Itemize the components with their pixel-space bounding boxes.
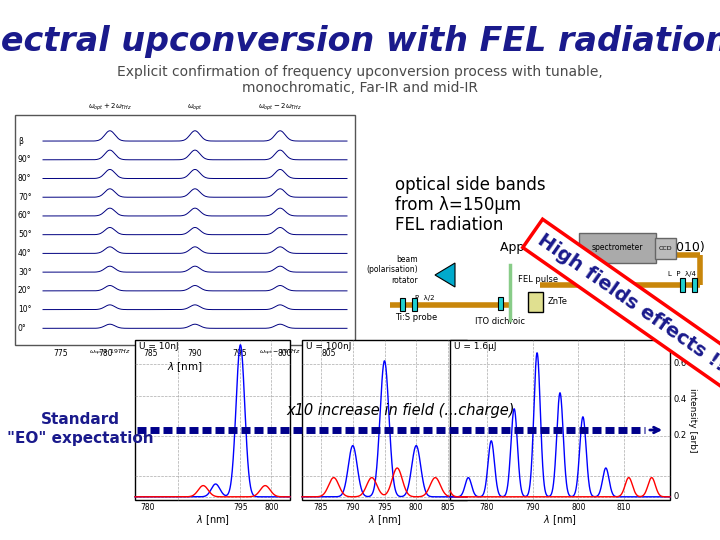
Text: 80°: 80°: [18, 174, 32, 183]
Text: U = 1.6μJ: U = 1.6μJ: [454, 342, 497, 351]
Text: optical side bands: optical side bands: [395, 176, 546, 194]
Text: $\lambda$ [nm]: $\lambda$ [nm]: [167, 360, 203, 374]
Text: 60°: 60°: [18, 212, 32, 220]
Text: spectrometer: spectrometer: [591, 244, 643, 253]
Text: 0.2: 0.2: [673, 431, 686, 441]
Text: 800: 800: [264, 503, 279, 512]
Text: U = 10nJ: U = 10nJ: [139, 342, 179, 351]
Text: 795: 795: [233, 503, 248, 512]
Text: 231114 (2010): 231114 (2010): [608, 241, 705, 254]
Text: $\omega_{opt}+2\omega_{THz}$: $\omega_{opt}+2\omega_{THz}$: [88, 102, 132, 113]
Polygon shape: [435, 263, 455, 287]
Text: 795: 795: [233, 349, 247, 358]
Text: Spectral upconversion with FEL radiation...: Spectral upconversion with FEL radiation…: [0, 25, 720, 58]
Text: from λ=150μm: from λ=150μm: [395, 196, 521, 214]
Text: 30°: 30°: [18, 268, 32, 276]
FancyBboxPatch shape: [302, 340, 467, 500]
Text: FEL radiation: FEL radiation: [395, 216, 503, 234]
Text: 20°: 20°: [18, 286, 32, 295]
Text: $\omega_{opt}$: $\omega_{opt}$: [187, 103, 203, 113]
Text: FEL pulse: FEL pulse: [518, 275, 558, 285]
Text: 785: 785: [143, 349, 158, 358]
Text: Explicit confirmation of frequency upconversion process with tunable,: Explicit confirmation of frequency upcon…: [117, 65, 603, 79]
Text: intensity [arb]: intensity [arb]: [688, 388, 696, 453]
Text: β: β: [18, 137, 23, 146]
Text: 780: 780: [480, 503, 494, 512]
Text: CCD: CCD: [658, 246, 672, 251]
Text: High fields effects !!!: High fields effects !!!: [534, 230, 720, 380]
FancyBboxPatch shape: [498, 297, 503, 310]
Text: 810: 810: [617, 503, 631, 512]
Text: 0°: 0°: [18, 324, 27, 333]
Text: $\lambda$ [nm]: $\lambda$ [nm]: [543, 513, 577, 527]
FancyBboxPatch shape: [579, 233, 656, 263]
Text: U = 100nJ: U = 100nJ: [306, 342, 351, 351]
Text: P  λ/2: P λ/2: [415, 295, 434, 301]
Text: $\lambda$ [nm]: $\lambda$ [nm]: [196, 513, 230, 527]
Text: monochromatic, Far-IR and mid-IR: monochromatic, Far-IR and mid-IR: [242, 81, 478, 95]
FancyBboxPatch shape: [450, 340, 670, 500]
Text: 0: 0: [673, 492, 678, 501]
Text: 10°: 10°: [18, 305, 32, 314]
Text: 780: 780: [140, 503, 155, 512]
Text: beam
(polarisation)
rotator: beam (polarisation) rotator: [366, 255, 418, 285]
Text: 775: 775: [53, 349, 68, 358]
Text: Appl. Phys. Lett.: Appl. Phys. Lett.: [500, 241, 606, 254]
Text: Standard: Standard: [40, 413, 120, 428]
FancyBboxPatch shape: [400, 298, 405, 311]
Text: L  P  λ/4: L P λ/4: [668, 271, 696, 277]
Text: 790: 790: [346, 503, 360, 512]
Text: 790: 790: [525, 503, 540, 512]
FancyBboxPatch shape: [692, 278, 697, 292]
Text: 795: 795: [377, 503, 392, 512]
Text: 785: 785: [314, 503, 328, 512]
Text: 800: 800: [277, 349, 292, 358]
Text: "EO" expectation: "EO" expectation: [6, 430, 153, 445]
Text: 70°: 70°: [18, 193, 32, 202]
Text: 805: 805: [322, 349, 336, 358]
Text: 800: 800: [571, 503, 585, 512]
Text: 40°: 40°: [18, 249, 32, 258]
Text: 805: 805: [441, 503, 455, 512]
Text: ZnTe: ZnTe: [548, 298, 568, 307]
FancyBboxPatch shape: [412, 298, 417, 311]
Text: 0.6: 0.6: [673, 360, 686, 368]
Text: 90°: 90°: [18, 156, 32, 164]
Text: 780: 780: [99, 349, 113, 358]
FancyBboxPatch shape: [135, 340, 290, 500]
Text: x10 increase in field (...charge): x10 increase in field (...charge): [287, 402, 516, 417]
Text: 50°: 50°: [18, 230, 32, 239]
Text: 800: 800: [409, 503, 423, 512]
Text: 0.4: 0.4: [673, 395, 686, 404]
Text: 790: 790: [188, 349, 202, 358]
FancyBboxPatch shape: [680, 278, 685, 292]
FancyBboxPatch shape: [528, 292, 543, 312]
Text: $\omega_{opt}-19THz$: $\omega_{opt}-19THz$: [259, 348, 301, 358]
Text: 96: 96: [595, 241, 612, 254]
Text: $\lambda$ [nm]: $\lambda$ [nm]: [368, 513, 402, 527]
FancyBboxPatch shape: [654, 238, 675, 259]
Text: Ti:S probe: Ti:S probe: [395, 314, 437, 322]
FancyBboxPatch shape: [15, 115, 355, 345]
Text: $\omega_{opt}+19THz$: $\omega_{opt}+19THz$: [89, 348, 131, 358]
Text: ITO dichroic: ITO dichroic: [475, 318, 525, 327]
Text: $\omega_{opt}-2\omega_{THz}$: $\omega_{opt}-2\omega_{THz}$: [258, 102, 302, 113]
